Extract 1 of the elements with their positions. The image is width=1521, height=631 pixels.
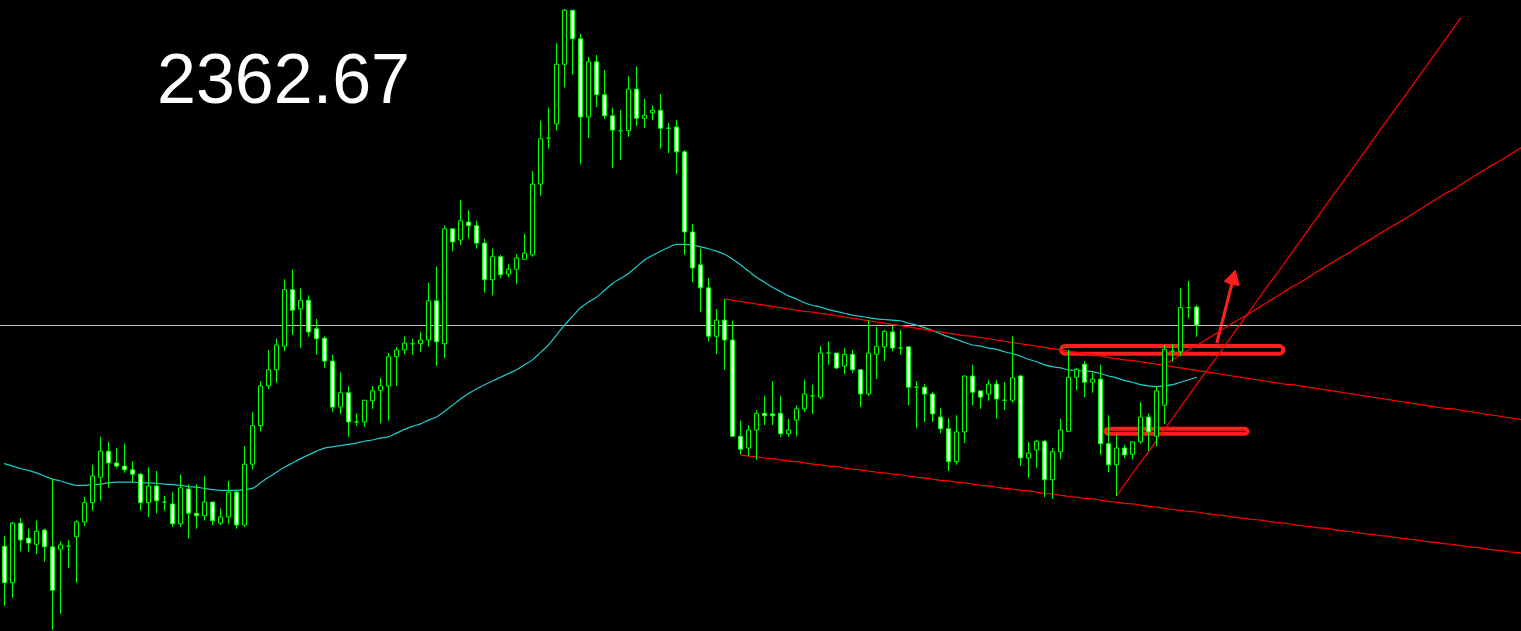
chart-title: 2362.67 (157, 40, 411, 118)
